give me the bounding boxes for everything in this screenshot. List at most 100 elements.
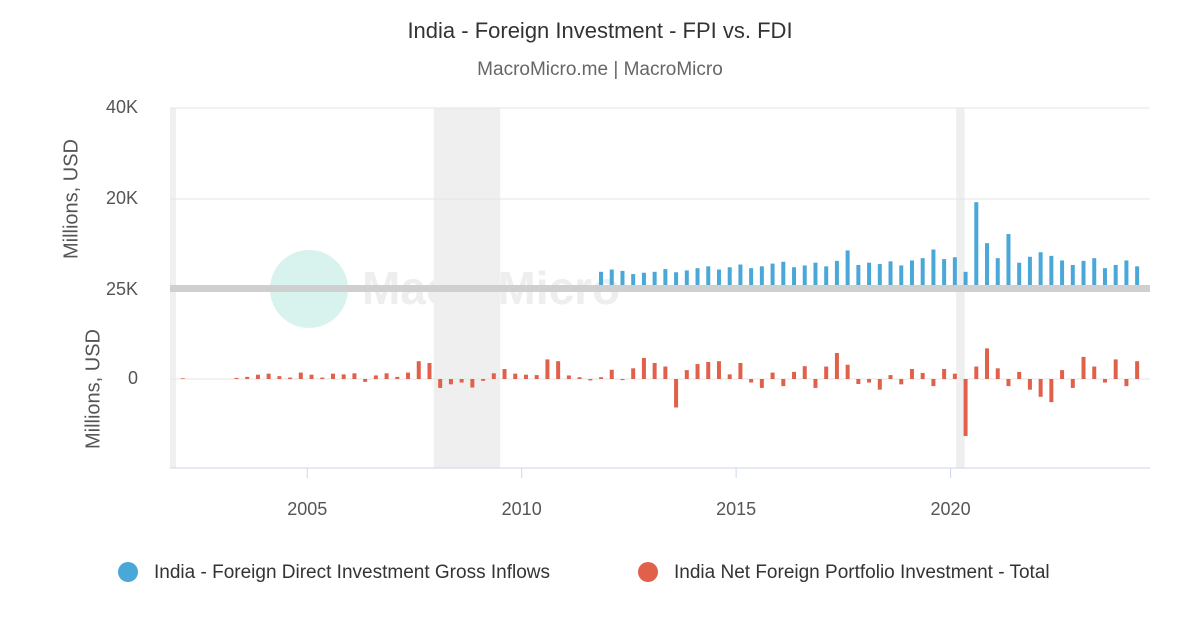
bar — [727, 374, 732, 379]
bar — [834, 260, 839, 290]
x-tick-label: 2020 — [931, 499, 971, 519]
bar — [792, 371, 797, 379]
bar — [759, 379, 764, 388]
bar — [674, 379, 679, 408]
bar — [985, 348, 990, 379]
bar — [856, 379, 861, 384]
legend-label: India Net Foreign Portfolio Investment -… — [674, 562, 1050, 583]
bar — [309, 374, 314, 379]
x-tick-label: 2010 — [502, 499, 542, 519]
bar — [1113, 264, 1118, 290]
y-axis-title: Millions, USD — [60, 139, 82, 259]
bar — [1038, 379, 1043, 397]
bar — [341, 374, 346, 379]
bar — [813, 262, 818, 290]
y-tick-label: 40K — [106, 97, 138, 117]
bar — [974, 366, 979, 379]
bar — [899, 379, 904, 385]
bar — [952, 257, 957, 290]
bar — [995, 258, 1000, 290]
bar — [609, 369, 614, 379]
bar — [706, 266, 711, 290]
bar — [631, 368, 636, 379]
bar — [1006, 379, 1011, 387]
bar — [749, 379, 754, 383]
y-tick-label: 20K — [106, 188, 138, 208]
bar — [320, 377, 325, 379]
bar — [416, 361, 421, 379]
bar — [234, 377, 239, 379]
bar — [985, 243, 990, 290]
bar — [459, 379, 464, 383]
bar — [470, 379, 475, 388]
bar — [1027, 256, 1032, 290]
bar — [330, 373, 335, 379]
bar — [556, 361, 561, 379]
bar — [1135, 266, 1140, 290]
bar — [856, 264, 861, 290]
bar — [631, 274, 636, 290]
y-tick-label: 25K — [106, 279, 138, 299]
bar — [931, 379, 936, 387]
bar — [1092, 366, 1097, 379]
bar — [180, 378, 185, 379]
legend-marker — [638, 562, 658, 582]
bar — [781, 379, 786, 387]
bar — [663, 366, 668, 379]
bar — [749, 268, 754, 290]
x-tick-label: 2005 — [287, 499, 327, 519]
bar — [384, 373, 389, 379]
x-tick-label: 2015 — [716, 499, 756, 519]
bar — [277, 376, 282, 379]
bar — [523, 374, 528, 379]
bar — [802, 366, 807, 379]
bar — [727, 267, 732, 290]
bar — [545, 359, 550, 379]
bar — [1081, 356, 1086, 379]
bar — [481, 379, 486, 381]
bar — [363, 379, 368, 382]
bar — [695, 268, 700, 290]
bar — [1102, 268, 1107, 290]
bar — [706, 361, 711, 379]
bar — [652, 362, 657, 379]
bar — [759, 266, 764, 290]
bar — [867, 379, 872, 383]
bar — [641, 272, 646, 290]
bar — [620, 379, 625, 381]
bar — [695, 364, 700, 379]
bar — [1049, 255, 1054, 290]
legend-marker — [118, 562, 138, 582]
bar — [1092, 258, 1097, 290]
bar — [406, 372, 411, 379]
bar — [931, 249, 936, 290]
bar — [609, 269, 614, 290]
chart-title: India - Foreign Investment - FPI vs. FDI — [407, 18, 792, 43]
bar — [1049, 379, 1054, 403]
bar — [1017, 262, 1022, 290]
bar — [770, 372, 775, 379]
bar — [620, 270, 625, 290]
y-tick-label: 0 — [128, 368, 138, 388]
bar — [1102, 379, 1107, 383]
y-axis-title: Millions, USD — [82, 329, 104, 449]
bar — [502, 369, 507, 379]
bar — [909, 369, 914, 379]
bar — [448, 379, 453, 385]
legend-label: India - Foreign Direct Investment Gross … — [154, 562, 550, 583]
bar — [438, 379, 443, 388]
bar — [288, 377, 293, 379]
bar — [373, 375, 378, 379]
bar — [920, 372, 925, 379]
bar — [942, 259, 947, 290]
bar — [824, 366, 829, 379]
bar — [770, 263, 775, 290]
bar — [599, 271, 604, 290]
bar — [888, 375, 893, 379]
bar — [1006, 234, 1011, 290]
bar — [1027, 379, 1032, 390]
bar — [427, 362, 432, 379]
bar — [684, 370, 689, 379]
